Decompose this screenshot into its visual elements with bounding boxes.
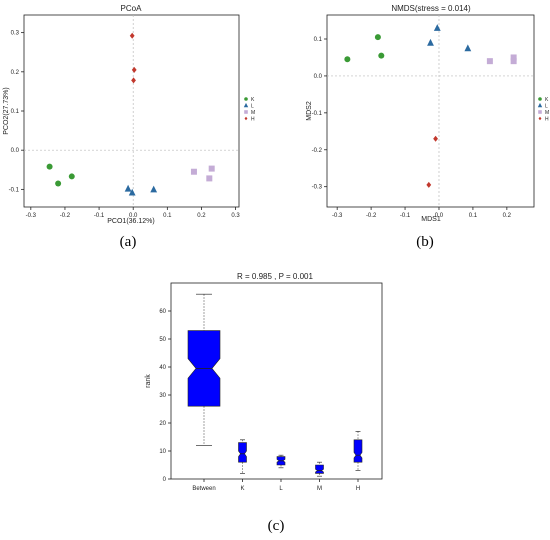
anosim-y-tick-label: 20 — [159, 421, 166, 427]
nmds-point-l — [427, 38, 434, 46]
nmds-y-tick-label: 0.0 — [314, 74, 323, 80]
pcoa-point-h — [129, 32, 135, 39]
pcoa-y-tick-label: 0.0 — [11, 148, 20, 154]
caption-b: (b) — [416, 234, 434, 250]
pcoa-y-axis-label: PCO2(27.73%) — [3, 87, 10, 134]
pcoa-x-tick-label: 0.0 — [129, 213, 138, 219]
nmds-point-k — [344, 56, 351, 63]
anosim-y-axis-label: rank — [145, 374, 152, 388]
pcoa-x-tick-label: 0.3 — [231, 213, 240, 219]
pcoa-point-m — [206, 175, 213, 182]
nmds-y-tick-label: -0.1 — [312, 111, 323, 117]
nmds-x-tick-label: -0.2 — [366, 213, 377, 219]
pcoa-x-tick-label: 0.2 — [197, 213, 206, 219]
pcoa-point-l — [128, 188, 136, 196]
anosim-box-k — [238, 442, 247, 463]
nmds-legend-label: H — [545, 116, 549, 122]
nmds-point-h — [433, 135, 438, 142]
pcoa-legend-label: L — [251, 103, 254, 109]
anosim-y-tick-label: 30 — [159, 393, 166, 399]
nmds-x-tick-label: 0.2 — [503, 213, 512, 219]
anosim-x-tick-label: M — [317, 486, 322, 492]
nmds-y-axis-label: MDS2 — [306, 101, 313, 121]
pcoa-x-tick-label: -0.3 — [26, 213, 37, 219]
pcoa-y-tick-label: 0.3 — [11, 31, 20, 37]
nmds-point-k — [378, 52, 385, 59]
nmds-x-tick-label: -0.3 — [332, 213, 343, 219]
anosim-title: R = 0.985 , P = 0.001 — [237, 272, 313, 281]
pcoa-panel: PCoA -0.3 -0.2 -0.1 0.0 0.1 0.2 0.3 -0.1 0.0 0.1 0… — [3, 4, 255, 250]
caption-a: (a) — [120, 234, 137, 250]
pcoa-legend-label: H — [251, 116, 255, 122]
pcoa-point-m — [208, 165, 215, 172]
caption-c: (c) — [268, 518, 285, 534]
pcoa-legend-label: M — [251, 110, 255, 116]
nmds-point-m — [510, 54, 517, 61]
nmds-title: NMDS(stress = 0.014) — [391, 4, 471, 13]
pcoa-legend-label: K — [251, 97, 255, 103]
anosim-y-tick-label: 40 — [159, 365, 166, 371]
nmds-x-tick-label: 0.1 — [469, 213, 478, 219]
pcoa-y-tick-label: 0.1 — [11, 109, 20, 115]
nmds-legend-marker-m — [538, 110, 542, 114]
nmds-point-m — [486, 58, 493, 65]
pcoa-point-l — [124, 184, 132, 192]
nmds-legend-marker-k — [538, 97, 542, 101]
anosim-plot-frame — [170, 282, 383, 480]
nmds-panel: NMDS(stress = 0.014) -0.3 -0.2 -0.1 0.0 0.1 0… — [306, 4, 549, 250]
nmds-legend-label: M — [545, 110, 549, 116]
pcoa-x-tick-label: -0.1 — [94, 213, 105, 219]
anosim-y-tick-label: 60 — [159, 309, 166, 315]
anosim-x-tick-label: Between — [192, 486, 215, 492]
anosim-x-tick-label: H — [356, 486, 360, 492]
anosim-box-h — [353, 439, 363, 463]
pcoa-point-k — [46, 163, 53, 170]
nmds-x-axis-label: MDS1 — [421, 216, 441, 223]
pcoa-legend-marker-m — [244, 110, 248, 114]
nmds-legend-label: L — [545, 103, 548, 109]
pcoa-legend-marker-l — [243, 102, 249, 108]
nmds-legend-marker-h — [538, 116, 542, 121]
nmds-x-tick-label: -0.1 — [400, 213, 411, 219]
pcoa-point-h — [131, 77, 136, 84]
pcoa-point-k — [55, 180, 62, 187]
pcoa-y-tick-label: -0.1 — [9, 187, 20, 193]
pcoa-legend-marker-h — [244, 116, 248, 121]
nmds-plot-frame — [326, 14, 535, 208]
nmds-y-tick-label: -0.2 — [312, 148, 323, 154]
pcoa-point-k — [68, 173, 75, 180]
nmds-x-tick-label: 0.0 — [435, 213, 444, 219]
nmds-point-m — [510, 58, 517, 65]
anosim-x-tick-label: K — [240, 486, 244, 492]
nmds-y-tick-label: -0.3 — [312, 185, 323, 191]
anosim-box-m — [315, 464, 324, 474]
nmds-point-l — [464, 44, 472, 52]
pcoa-point-m — [190, 168, 197, 175]
nmds-y-tick-label: 0.1 — [314, 37, 323, 43]
anosim-y-tick-label: 50 — [159, 337, 166, 343]
nmds-legend-marker-l — [537, 102, 543, 108]
pcoa-legend-marker-k — [244, 97, 248, 101]
anosim-x-tick-label: L — [279, 486, 283, 492]
nmds-point-k — [374, 34, 381, 41]
pcoa-title: PCoA — [121, 4, 143, 13]
pcoa-y-tick-label: 0.2 — [11, 70, 20, 76]
anosim-y-tick-label: 10 — [159, 449, 166, 455]
nmds-legend-label: K — [545, 97, 549, 103]
anosim-y-tick-label: 0 — [163, 477, 167, 483]
pcoa-x-tick-label: 0.1 — [163, 213, 172, 219]
pcoa-x-axis-label: PCO1(36.12%) — [107, 218, 154, 225]
nmds-point-l — [433, 24, 441, 31]
pcoa-x-tick-label: -0.2 — [60, 213, 71, 219]
anosim-panel: R = 0.985 , P = 0.001 0 10 20 30 40 50 60 Betwe… — [145, 272, 383, 534]
nmds-point-h — [426, 181, 432, 188]
pcoa-point-h — [131, 66, 137, 73]
pcoa-point-l — [150, 185, 158, 193]
